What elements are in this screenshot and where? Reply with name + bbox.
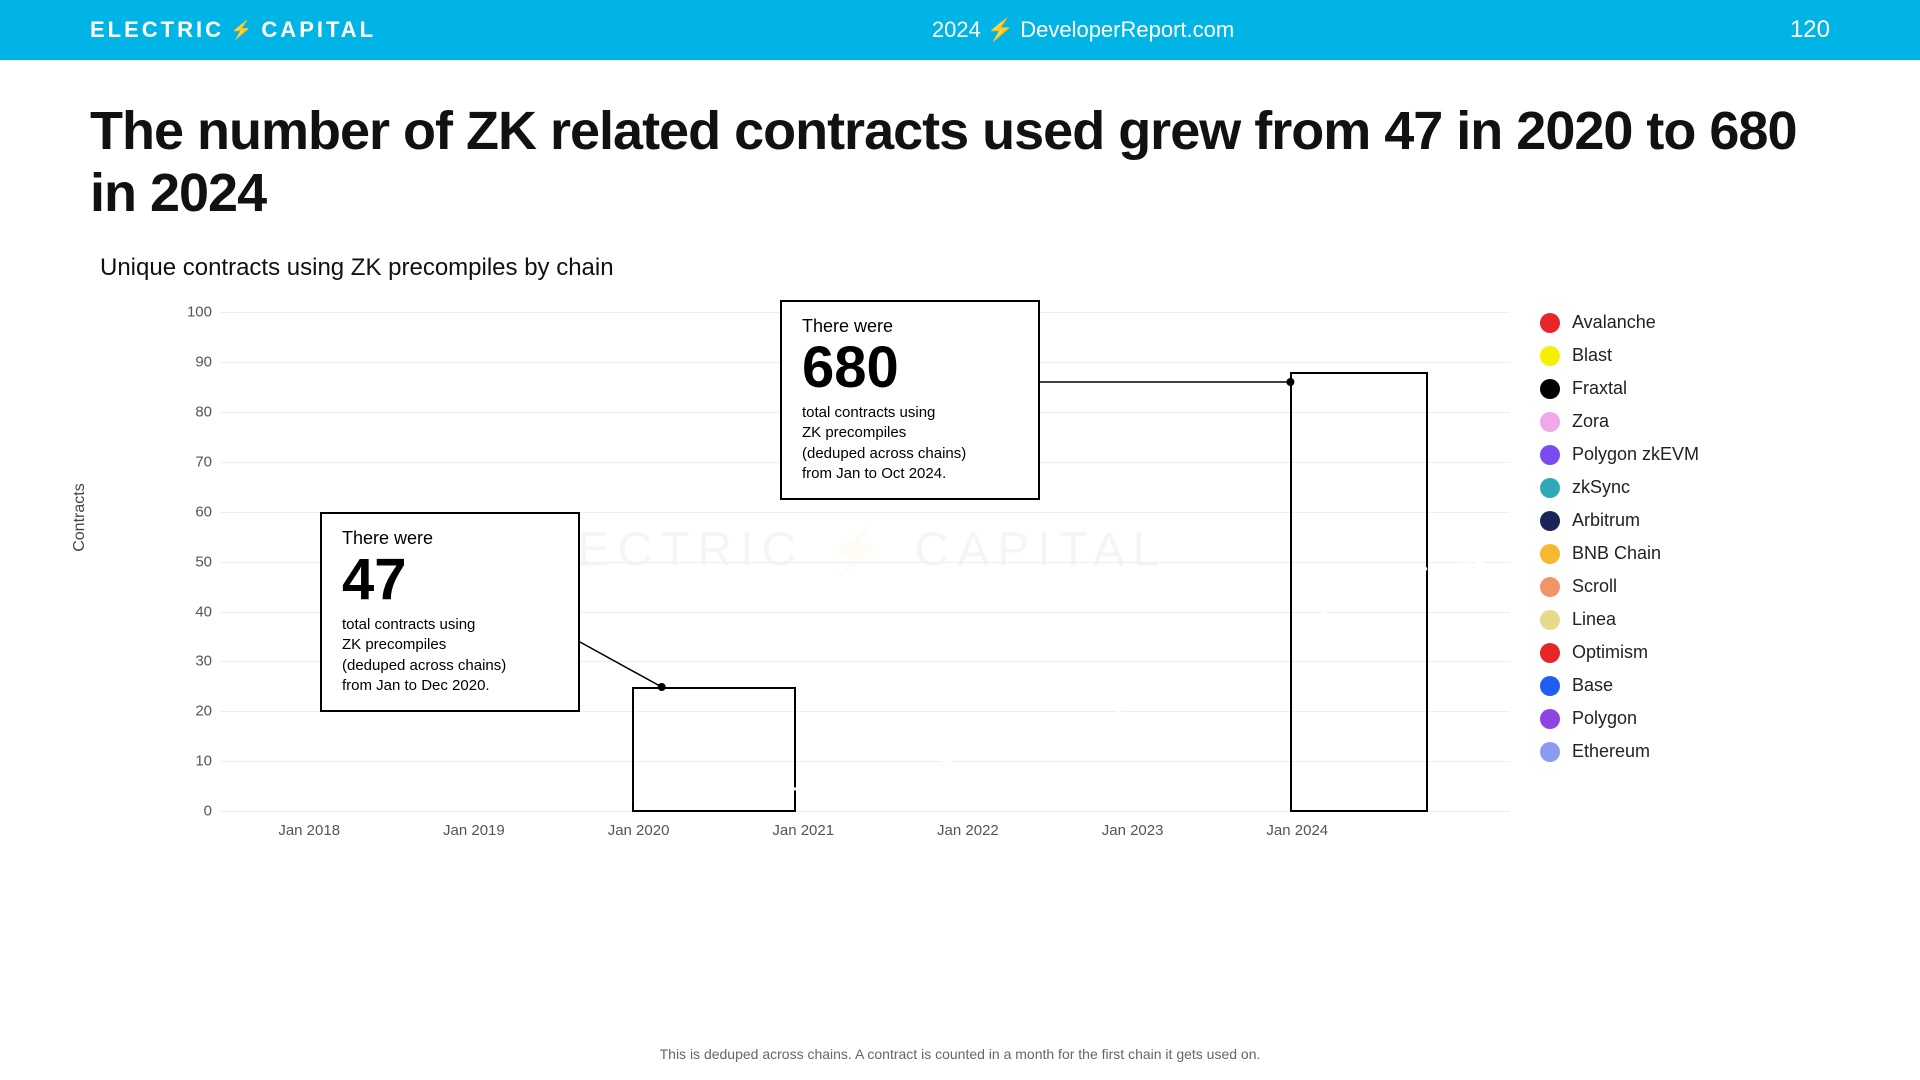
- callout-big: 680: [802, 339, 1018, 397]
- y-tick: 100: [180, 304, 212, 321]
- y-tick: 40: [180, 603, 212, 620]
- page-title: The number of ZK related contracts used …: [90, 100, 1830, 224]
- legend-item-blast: Blast: [1540, 345, 1699, 366]
- legend-item-linea: Linea: [1540, 609, 1699, 630]
- legend-item-ethereum: Ethereum: [1540, 741, 1699, 762]
- legend-label: BNB Chain: [1572, 543, 1661, 564]
- content: The number of ZK related contracts used …: [0, 60, 1920, 862]
- legend-label: Scroll: [1572, 576, 1617, 597]
- legend-swatch: [1540, 412, 1560, 432]
- y-tick: 0: [180, 803, 212, 820]
- footnote: This is deduped across chains. A contrac…: [0, 1046, 1920, 1062]
- legend-label: Optimism: [1572, 642, 1648, 663]
- bolt-icon: ⚡: [230, 20, 255, 41]
- callout-2020: There were 47 total contracts usingZK pr…: [320, 512, 580, 712]
- legend-label: Arbitrum: [1572, 510, 1640, 531]
- x-tick: Jan 2022: [937, 822, 999, 839]
- y-axis-label: Contracts: [71, 483, 89, 551]
- legend-item-optimism: Optimism: [1540, 642, 1699, 663]
- legend-item-scroll: Scroll: [1540, 576, 1699, 597]
- legend-swatch: [1540, 313, 1560, 333]
- x-tick: Jan 2024: [1266, 822, 1328, 839]
- y-tick: 70: [180, 453, 212, 470]
- legend-swatch: [1540, 511, 1560, 531]
- brand-logo: ELECTRIC ⚡ CAPITAL: [90, 17, 376, 43]
- legend-swatch: [1540, 709, 1560, 729]
- legend-item-fraxtal: Fraxtal: [1540, 378, 1699, 399]
- brand-left: ELECTRIC: [90, 17, 224, 43]
- brand-right: CAPITAL: [261, 17, 376, 43]
- chart-subtitle: Unique contracts using ZK precompiles by…: [100, 254, 1830, 282]
- legend-item-bnb: BNB Chain: [1540, 543, 1699, 564]
- legend-item-polygon: Polygon: [1540, 708, 1699, 729]
- legend-item-zora: Zora: [1540, 411, 1699, 432]
- legend-item-polygonzkevm: Polygon zkEVM: [1540, 444, 1699, 465]
- legend-label: Polygon zkEVM: [1572, 444, 1699, 465]
- legend-label: Blast: [1572, 345, 1612, 366]
- legend-label: Polygon: [1572, 708, 1637, 729]
- legend-label: Fraxtal: [1572, 378, 1627, 399]
- y-tick: 80: [180, 403, 212, 420]
- x-tick: Jan 2021: [772, 822, 834, 839]
- y-tick: 10: [180, 753, 212, 770]
- header-year: 2024: [932, 17, 981, 43]
- header-bar: ELECTRIC ⚡ CAPITAL 2024 ⚡ DeveloperRepor…: [0, 0, 1920, 60]
- callout-post: total contracts usingZK precompiles(dedu…: [342, 615, 558, 696]
- legend-swatch: [1540, 478, 1560, 498]
- x-tick: Jan 2018: [278, 822, 340, 839]
- chart-area: ELECTRIC ⚡ CAPITAL 010203040506070809010…: [160, 292, 1510, 862]
- legend-swatch: [1540, 577, 1560, 597]
- legend-swatch: [1540, 676, 1560, 696]
- legend-label: Zora: [1572, 411, 1609, 432]
- legend-swatch: [1540, 544, 1560, 564]
- header-center: 2024 ⚡ DeveloperReport.com: [932, 17, 1234, 43]
- y-tick: 60: [180, 503, 212, 520]
- gridline: [220, 761, 1510, 762]
- chart-wrap: Contracts ELECTRIC ⚡ CAPITAL 01020304050…: [90, 292, 1830, 862]
- legend-item-avalanche: Avalanche: [1540, 312, 1699, 333]
- y-tick: 90: [180, 354, 212, 371]
- legend-item-base: Base: [1540, 675, 1699, 696]
- legend-swatch: [1540, 445, 1560, 465]
- x-tick: Jan 2020: [608, 822, 670, 839]
- y-tick: 50: [180, 553, 212, 570]
- legend-label: Linea: [1572, 609, 1616, 630]
- legend-swatch: [1540, 379, 1560, 399]
- legend-label: Ethereum: [1572, 741, 1650, 762]
- x-tick: Jan 2019: [443, 822, 505, 839]
- legend-item-zksync: zkSync: [1540, 477, 1699, 498]
- legend-label: Base: [1572, 675, 1613, 696]
- y-tick: 30: [180, 653, 212, 670]
- page-number: 120: [1790, 16, 1830, 44]
- header-site: DeveloperReport.com: [1020, 17, 1234, 43]
- callout-pre: There were: [342, 528, 558, 549]
- y-tick: 20: [180, 703, 212, 720]
- callout-2024: There were 680 total contracts usingZK p…: [780, 300, 1040, 500]
- legend-swatch: [1540, 346, 1560, 366]
- legend-item-arbitrum: Arbitrum: [1540, 510, 1699, 531]
- gridline: [220, 811, 1510, 812]
- x-tick: Jan 2023: [1102, 822, 1164, 839]
- bolt-icon: ⚡: [987, 17, 1014, 43]
- legend-label: Avalanche: [1572, 312, 1656, 333]
- legend-swatch: [1540, 643, 1560, 663]
- legend: Avalanche Blast Fraxtal Zora Polygon zkEVM zk…: [1540, 312, 1699, 862]
- legend-label: zkSync: [1572, 477, 1630, 498]
- legend-swatch: [1540, 742, 1560, 762]
- callout-big: 47: [342, 551, 558, 609]
- legend-swatch: [1540, 610, 1560, 630]
- callout-post: total contracts usingZK precompiles(dedu…: [802, 403, 1018, 484]
- callout-pre: There were: [802, 316, 1018, 337]
